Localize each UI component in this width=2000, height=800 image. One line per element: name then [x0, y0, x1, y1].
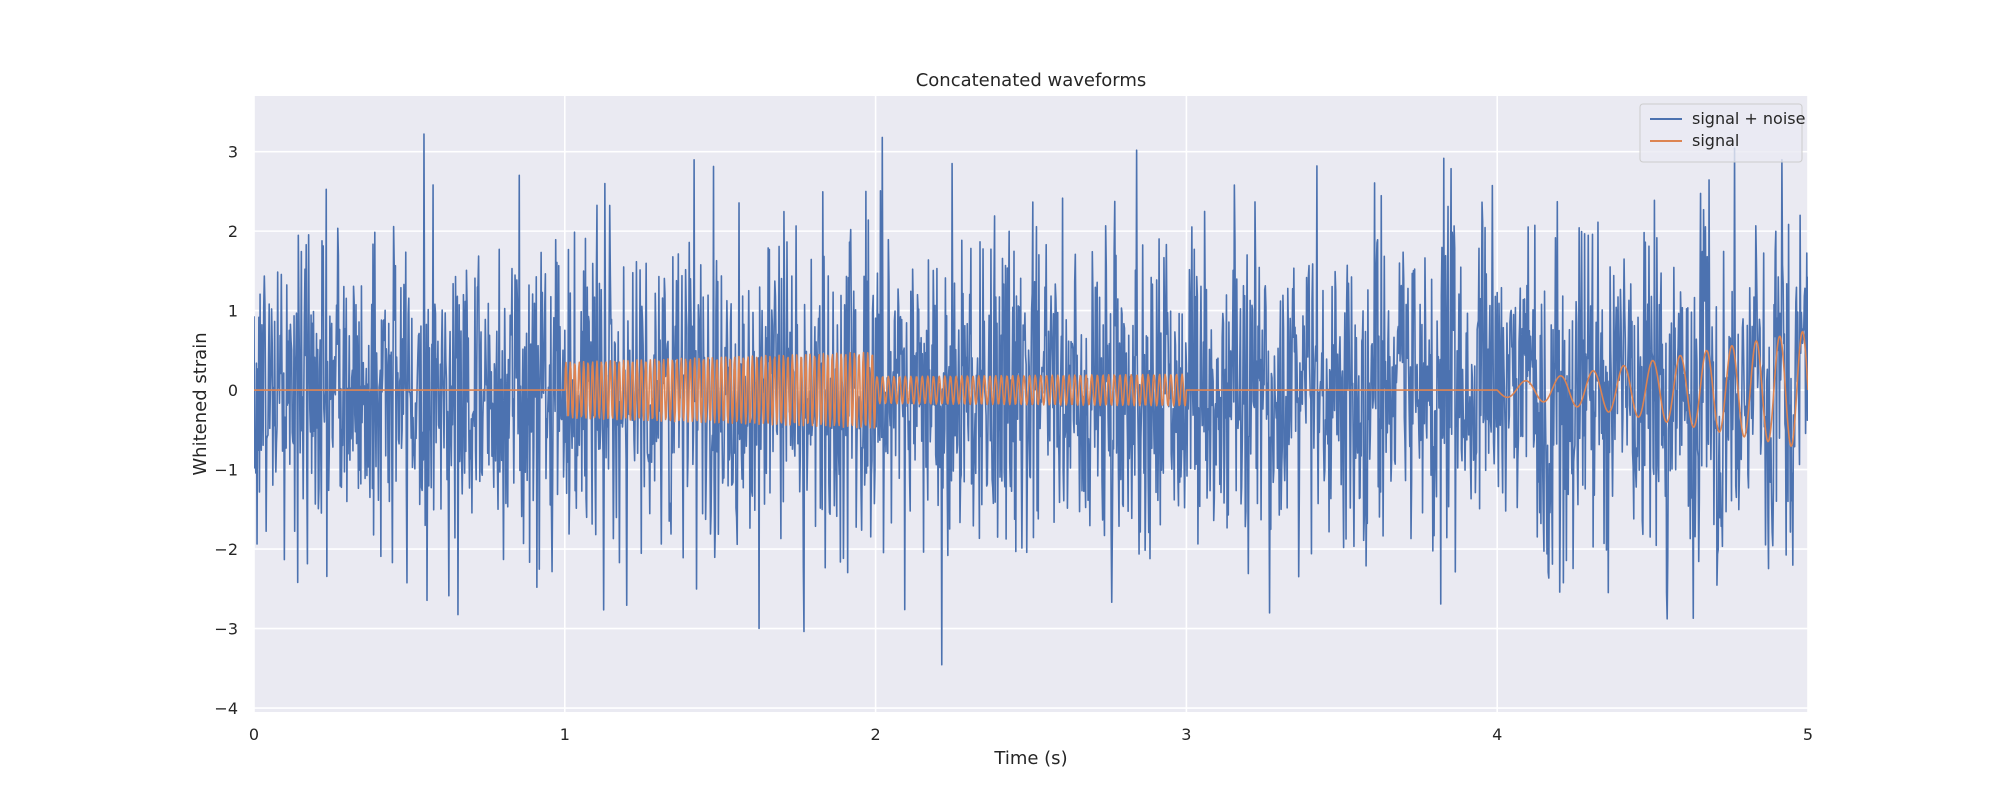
x-tick-label: 1 — [560, 725, 570, 744]
y-tick-label: −2 — [214, 540, 238, 559]
x-tick-labels: 0 1 2 3 4 5 — [249, 725, 1813, 744]
y-tick-label: 2 — [228, 222, 238, 241]
series-signal-plus-noise-line — [254, 133, 1808, 666]
y-tick-label: −1 — [214, 461, 238, 480]
x-tick-label: 2 — [871, 725, 881, 744]
y-tick-label: 0 — [228, 381, 238, 400]
y-tick-label: −4 — [214, 699, 238, 718]
series-signal-line — [254, 330, 1808, 447]
x-axis-label: Time (s) — [993, 748, 1067, 769]
chart-title: Concatenated waveforms — [916, 70, 1147, 91]
y-tick-labels: −4 −3 −2 −1 0 1 2 3 — [214, 143, 238, 718]
x-tick-label: 4 — [1492, 725, 1502, 744]
x-tick-label: 3 — [1181, 725, 1191, 744]
y-tick-label: −3 — [214, 620, 238, 639]
y-tick-label: 3 — [228, 143, 238, 162]
legend-label-signal: signal — [1692, 131, 1739, 150]
x-tick-label: 5 — [1803, 725, 1813, 744]
y-axis-label: Whitened strain — [190, 332, 211, 475]
y-tick-label: 1 — [228, 302, 238, 321]
x-tick-label: 0 — [249, 725, 259, 744]
legend: signal + noise signal — [1639, 103, 1805, 163]
legend-label-signal-plus-noise: signal + noise — [1692, 109, 1805, 128]
